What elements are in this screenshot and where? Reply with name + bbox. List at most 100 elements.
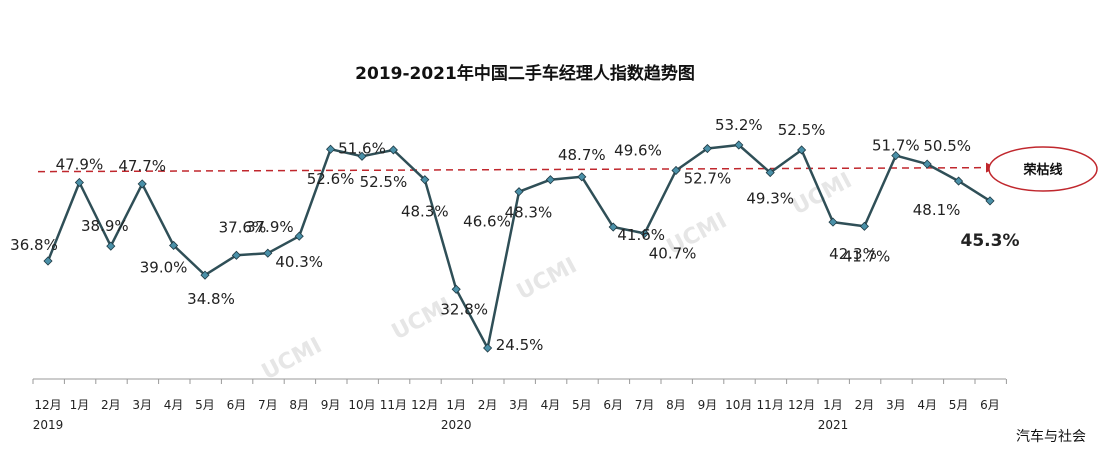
data-point-22 [734, 140, 744, 150]
data-point-11 [388, 145, 398, 155]
data-label-15: 46.6% [463, 213, 511, 231]
reference-line-label: 荣枯线 [1022, 162, 1062, 178]
data-label-22: 53.2% [715, 116, 763, 134]
data-label-14: 24.5% [496, 336, 544, 354]
x-tick-label-12: 12月 [411, 398, 438, 412]
data-label-30: 45.3% [961, 231, 1020, 251]
data-point-2 [106, 241, 116, 251]
data-point-21 [702, 143, 712, 154]
data-label-26: 41.7% [843, 247, 891, 265]
data-label-11: 52.5% [360, 173, 408, 191]
x-tick-label-26: 2月 [855, 398, 875, 412]
x-tick-label-13: 1月 [446, 398, 466, 412]
data-point-20 [671, 165, 681, 176]
x-tick-label-18: 6月 [603, 398, 623, 412]
year-label-2019: 2019 [33, 418, 64, 432]
data-point-0 [43, 256, 53, 266]
x-tick-label-30: 6月 [980, 398, 1000, 412]
data-point-6 [231, 250, 241, 260]
data-point-9 [326, 144, 336, 154]
data-label-3: 47.7% [118, 157, 166, 175]
x-tick-label-8: 8月 [289, 398, 309, 412]
data-point-3 [137, 179, 147, 189]
data-point-23 [765, 168, 775, 178]
data-label-25: 42.3% [829, 245, 877, 263]
data-point-14 [483, 343, 493, 353]
x-tick-label-24: 12月 [788, 398, 815, 412]
data-point-19 [640, 228, 650, 238]
data-point-8 [294, 231, 304, 241]
source-label: 汽车与社会 [1016, 428, 1086, 445]
data-label-28: 50.5% [923, 137, 971, 155]
data-label-16: 48.3% [505, 204, 553, 222]
data-point-30 [985, 196, 995, 206]
x-tick-label-19: 7月 [635, 398, 655, 412]
chart-title: 2019-2021年中国二手车经理人指数趋势图 [355, 63, 695, 84]
x-tick-label-21: 9月 [698, 398, 718, 412]
x-tick-label-7: 7月 [258, 398, 278, 412]
data-point-16 [545, 175, 555, 185]
data-label-12: 48.3% [401, 203, 449, 221]
data-point-27 [891, 151, 901, 161]
data-label-23: 49.3% [746, 190, 794, 208]
watermark-2: UCMI [513, 253, 581, 305]
data-point-12 [420, 175, 430, 185]
data-label-18: 41.6% [617, 226, 665, 244]
data-label-1: 47.9% [56, 156, 104, 174]
data-point-26 [859, 221, 869, 231]
x-tick-label-0: 12月 [34, 398, 61, 412]
data-label-24: 52.5% [778, 121, 826, 139]
data-labels: 36.8% 47.9% 38.9% 47.7% 39.0% 34.8% 37.6%37.9%… [10, 116, 1019, 354]
data-point-5 [200, 270, 210, 280]
x-tick-label-22: 10月 [725, 398, 752, 412]
data-point-4 [169, 240, 179, 251]
data-point-29 [954, 176, 964, 186]
data-label-20: 49.6% [614, 142, 662, 160]
x-tick-label-2: 2月 [101, 398, 121, 412]
data-label-10: 51.6% [338, 139, 386, 157]
data-point-1 [74, 177, 84, 188]
data-label-9: 52.6% [307, 170, 355, 188]
x-tick-label-28: 4月 [917, 398, 937, 412]
reference-label-ellipse [988, 146, 1098, 192]
x-tick-label-16: 4月 [541, 398, 561, 412]
x-tick-label-20: 8月 [666, 398, 686, 412]
reference-line: 荣枯线 [37, 146, 1098, 192]
data-point-7 [263, 248, 273, 258]
x-tick-label-3: 3月 [132, 398, 152, 412]
data-point-17 [577, 172, 587, 182]
watermark-0: UCMI [258, 333, 326, 385]
x-tick-label-17: 5月 [572, 398, 592, 412]
x-tick-label-23: 11月 [757, 398, 784, 412]
x-tick-label-6: 6月 [227, 398, 247, 412]
x-tick-label-15: 3月 [509, 398, 529, 412]
x-tick-label-1: 1月 [70, 398, 90, 412]
data-point-24 [797, 145, 807, 155]
x-tick-label-11: 11月 [380, 398, 407, 412]
data-label-2: 38.9% [81, 217, 129, 235]
x-tick-label-14: 2月 [478, 398, 498, 412]
data-label-19: 40.7% [649, 244, 697, 262]
data-label-17: 48.7% [558, 146, 606, 164]
reference-line-dash [37, 166, 989, 173]
data-label-4: 39.0% [140, 258, 188, 276]
x-tick-label-27: 3月 [886, 398, 906, 412]
data-label-21: 52.7% [684, 170, 732, 188]
x-axis: 12月 1月 2月 3月 4月 5月 6月 7月 8月 9月 10月 11月 12月 1月 2月 3月 4月 5月… [32, 378, 1007, 432]
data-point-18 [608, 222, 618, 232]
data-label-27: 51.7% [872, 137, 920, 155]
data-label-29: 48.1% [913, 201, 961, 219]
x-tick-label-9: 9月 [321, 398, 341, 412]
year-label-2021: 2021 [818, 418, 849, 432]
x-tick-label-10: 10月 [348, 398, 375, 412]
x-tick-label-25: 1月 [823, 398, 843, 412]
data-point-10 [357, 151, 367, 161]
data-label-0: 36.8% [10, 236, 58, 254]
x-tick-label-4: 4月 [164, 398, 184, 412]
x-tick-label-29: 5月 [949, 398, 969, 412]
data-point-28 [922, 159, 932, 169]
series-line [43, 140, 995, 353]
x-tick-label-5: 5月 [195, 398, 215, 412]
year-label-2020: 2020 [441, 418, 472, 432]
